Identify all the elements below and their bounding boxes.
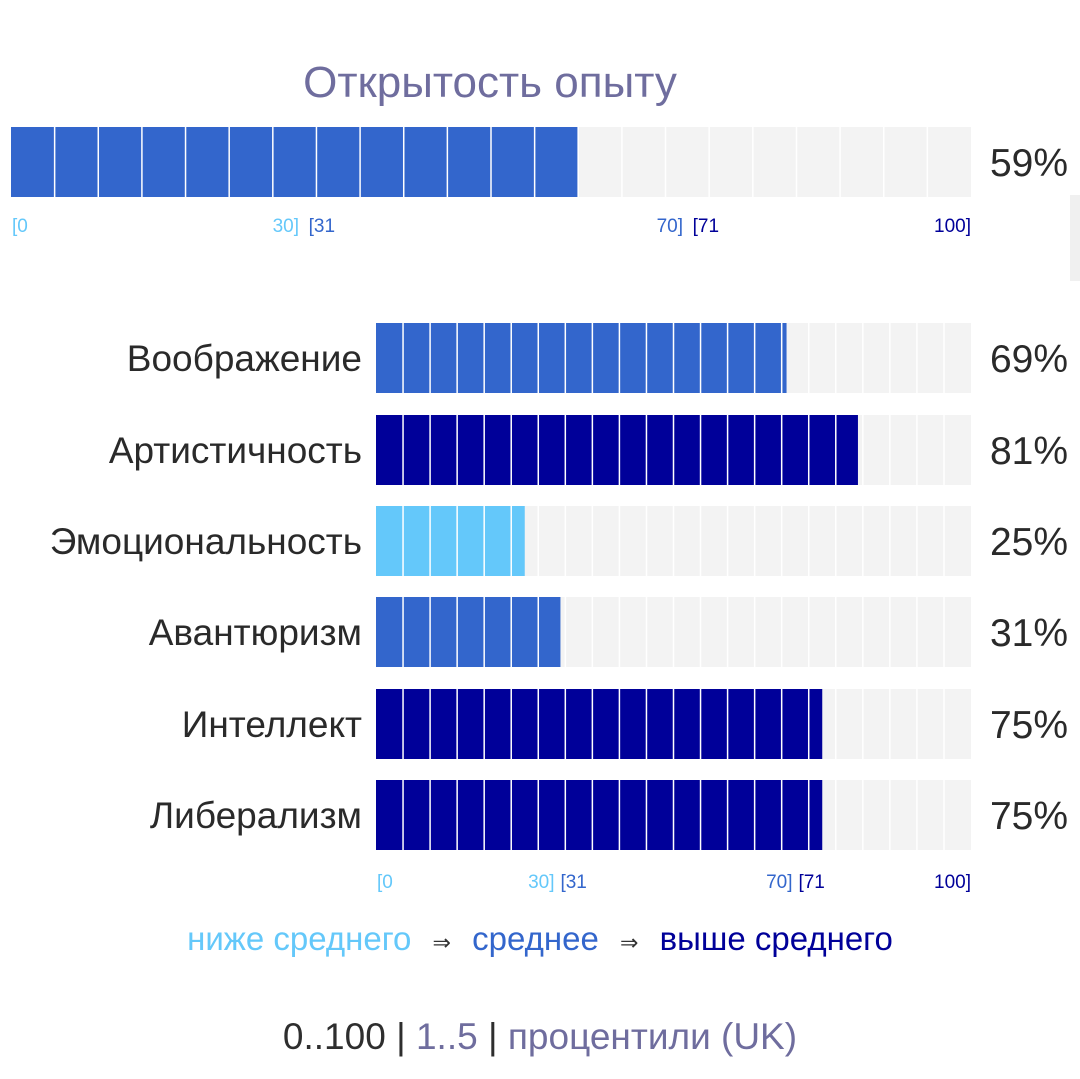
bar [376,597,561,667]
legend-above: выше среднего [659,920,893,957]
value-label: 59% [990,142,1068,185]
value-label: 69% [990,338,1068,381]
category-label: Воображение [127,338,362,379]
axis-tick-label: 30] [528,872,554,893]
legend-below: ниже среднего [187,920,412,957]
axis-tick-label: 70] [766,872,792,893]
scrollbar[interactable] [1070,195,1080,281]
scale-separator: | [396,1016,406,1057]
axis-tick-label: 100] [934,872,971,893]
axis-tick-label: 100] [934,216,971,237]
arrow-icon: ⇒ [620,930,639,955]
value-label: 75% [990,704,1068,747]
category-label: Эмоциональность [50,521,362,562]
bar [376,780,823,850]
axis-tick-label: [31 [309,216,335,237]
axis-tick-label: [0 [12,216,28,237]
scale-option-0-100[interactable]: 0..100 [282,1016,386,1057]
chart-title: Открытость опыту [303,58,677,107]
scale-separator: | [487,1016,498,1057]
axis-tick-label: [31 [560,872,586,893]
category-label: Авантюризм [149,612,362,653]
axis-tick-label: 30] [273,216,299,237]
bar-chart: 59% [0 30] [31 70] [71 100] Воображение 69% Артис… [11,127,1068,893]
category-label: Артистичность [109,430,362,471]
value-label: 81% [990,430,1068,473]
scale-option-percentiles[interactable]: процентили (UK) [507,1016,798,1057]
bar [11,127,578,197]
value-label: 25% [990,521,1068,564]
value-label: 75% [990,795,1068,838]
legend-average: среднее [472,920,599,957]
axis-tick-label: [0 [377,872,393,893]
scale-option-1-5[interactable]: 1..5 [415,1016,478,1057]
arrow-icon: ⇒ [432,930,451,955]
category-label: Интеллект [182,704,362,745]
bar [376,506,525,576]
axis-tick-label: [71 [693,216,719,237]
value-label: 31% [990,612,1068,655]
axis-tick-label: 70] [657,216,683,237]
legend: ниже среднего ⇒ среднее ⇒ выше среднего [0,920,1080,958]
bar [376,323,787,393]
bar [376,689,823,759]
axis-tick-label: [71 [798,872,824,893]
scale-selector: 0..100 | 1..5 | процентили (UK) [0,1016,1080,1058]
category-label: Либерализм [150,795,362,836]
bar [376,415,858,485]
